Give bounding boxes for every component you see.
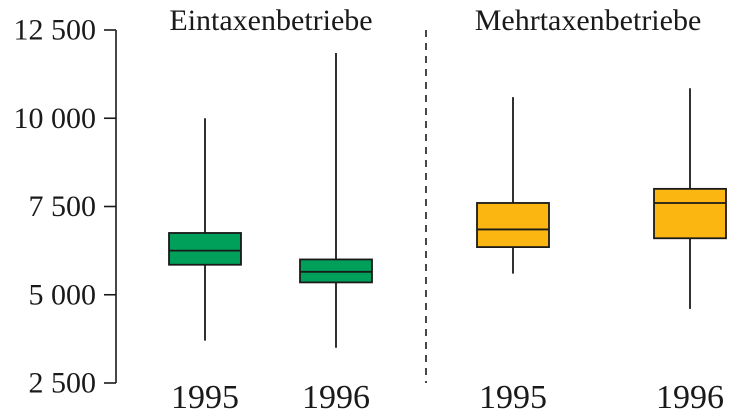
box-1995: 1995 (476, 97, 550, 415)
panel: Mehrtaxenbetriebe 1995 1996 (475, 4, 727, 415)
category-label: 1996 (302, 379, 370, 415)
box-rect (168, 232, 242, 266)
y-tick-label: 10 000 (14, 102, 97, 135)
box-rect (653, 187, 727, 240)
category-label: 1995 (171, 379, 239, 415)
panel-title: Mehrtaxenbetriebe (475, 4, 702, 37)
y-tick-label: 2 500 (29, 367, 97, 400)
box-1996: 1996 (299, 52, 373, 415)
category-label: 1995 (479, 379, 547, 415)
y-tick-label: 5 000 (29, 278, 97, 311)
y-axis: 2 500 5 000 7 500 10 000 12 500 (14, 14, 117, 400)
category-label: 1996 (656, 379, 724, 415)
box-1995: 1995 (168, 118, 242, 415)
box-rect (476, 202, 550, 248)
box-1996: 1996 (653, 88, 727, 415)
panel-title: Eintaxenbetriebe (169, 4, 372, 37)
y-tick-label: 12 500 (14, 14, 97, 47)
panel: Eintaxenbetriebe 1995 1996 (168, 4, 373, 415)
y-tick-label: 7 500 (29, 190, 97, 223)
